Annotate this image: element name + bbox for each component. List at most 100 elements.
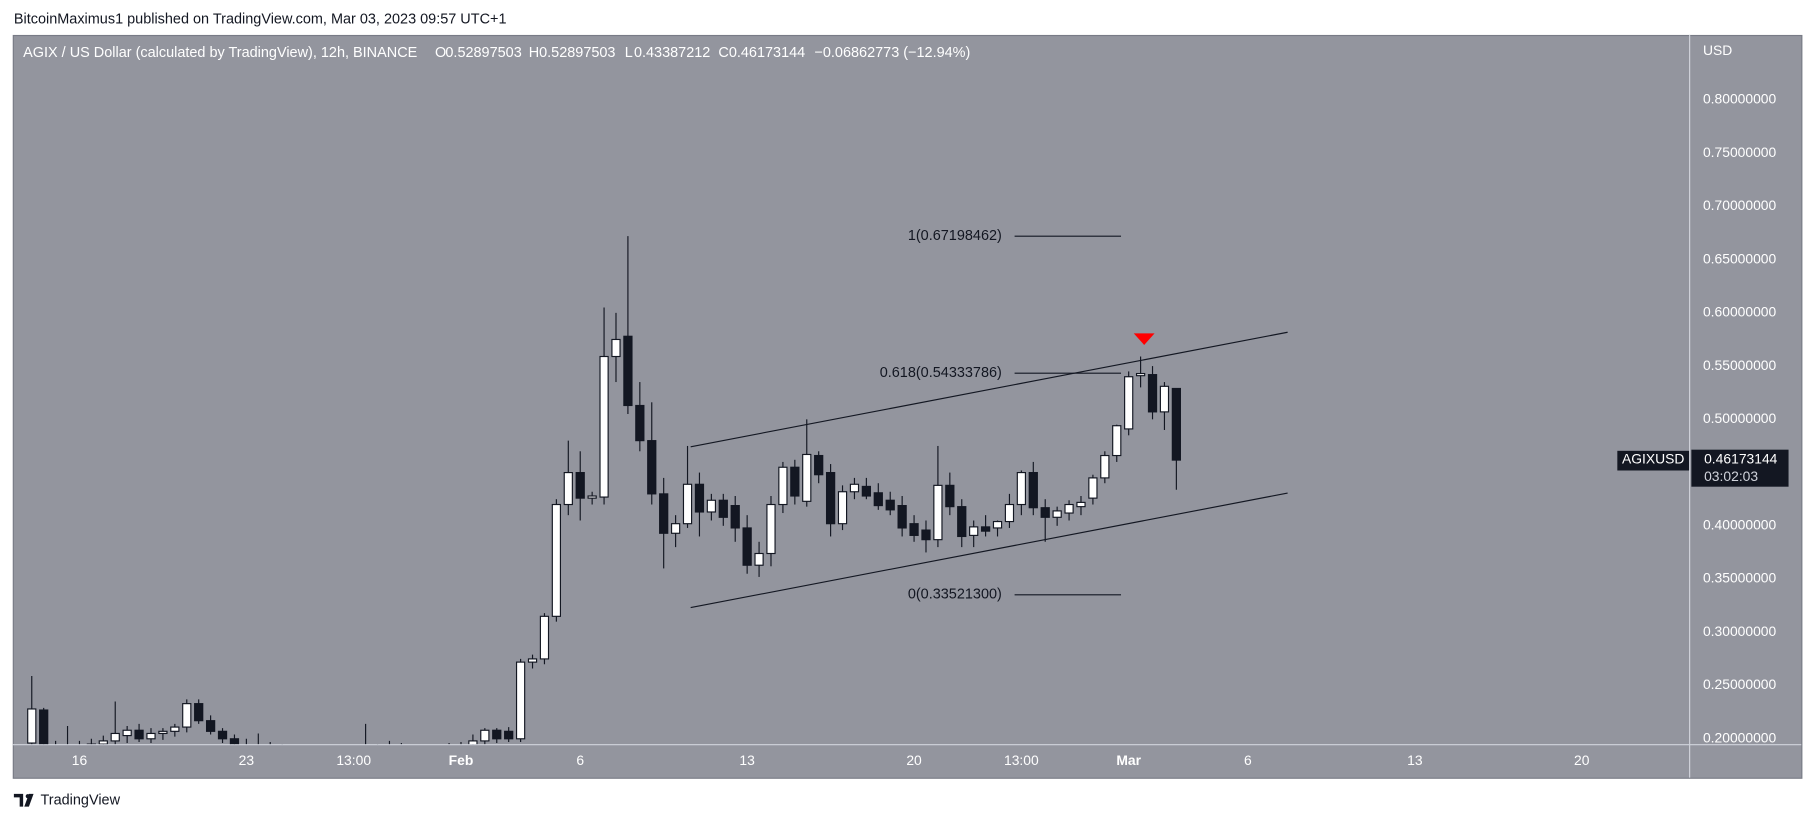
- y-tick-label: 0.65000000: [1703, 250, 1777, 266]
- candle-body: [27, 708, 37, 744]
- bar-countdown: 03:02:03: [1704, 468, 1758, 484]
- close-value: 0.46173144: [729, 45, 805, 61]
- x-tick-label: 6: [1244, 752, 1252, 768]
- candle-body: [623, 335, 633, 407]
- y-tick-label: 0.60000000: [1703, 304, 1777, 320]
- candle-body: [933, 484, 943, 541]
- candle-body: [1147, 374, 1158, 413]
- y-tick-label: 0.50000000: [1703, 410, 1777, 426]
- ohlc-letter: L: [625, 45, 633, 61]
- candle-body: [790, 466, 800, 497]
- y-tick-label: 0.75000000: [1703, 144, 1777, 160]
- brand-logo-dot: [25, 794, 30, 799]
- candles: [27, 236, 1182, 745]
- candle-body: [1004, 503, 1015, 523]
- candle-body: [182, 703, 192, 728]
- candle-body: [1171, 387, 1182, 461]
- candle-body: [587, 495, 597, 499]
- candle-body: [122, 729, 132, 737]
- candle-body: [575, 471, 585, 499]
- candle-body: [1088, 477, 1098, 499]
- ohlc-letter: H: [529, 45, 539, 61]
- candle-body: [1028, 471, 1038, 509]
- last-price-background: [1691, 449, 1789, 487]
- y-tick-label: 0.40000000: [1703, 516, 1777, 532]
- x-tick-label: 13: [1407, 752, 1423, 768]
- y-tick-label: 0.80000000: [1703, 91, 1777, 107]
- x-tick-label: 23: [239, 752, 255, 768]
- candle-body: [670, 523, 681, 534]
- channel-upper-line: [690, 331, 1288, 448]
- candle-body: [647, 440, 657, 495]
- candle-body: [468, 740, 478, 745]
- candle-body: [873, 492, 883, 507]
- symbol-tag-background: [1617, 450, 1690, 471]
- candle-body: [957, 506, 967, 538]
- x-tick-label: 13:00: [336, 752, 371, 768]
- candle-body: [909, 523, 919, 536]
- x-tick-label: 13: [739, 752, 755, 768]
- candle-body: [718, 499, 728, 518]
- channel-lower-line: [690, 492, 1288, 609]
- high-value: 0.52897503: [539, 45, 615, 61]
- open-value: 0.52897503: [445, 45, 521, 61]
- candle-body: [39, 709, 49, 745]
- candle-body: [659, 493, 669, 534]
- candle-body: [885, 499, 895, 511]
- candle-body: [217, 730, 228, 740]
- x-tick-label: 6: [576, 752, 584, 768]
- candle-body: [504, 730, 514, 740]
- candle-body: [730, 505, 740, 529]
- candle-body: [1016, 471, 1027, 506]
- y-tick-label: 0.25000000: [1703, 676, 1777, 692]
- candle-body: [611, 338, 621, 358]
- candle-body: [480, 729, 490, 742]
- y-tick-label: 0.30000000: [1703, 623, 1777, 639]
- y-tick-label: 0.35000000: [1703, 570, 1777, 586]
- legend: AGIX / US Dollar (calculated by TradingV…: [23, 45, 970, 61]
- y-tick-label: 0.55000000: [1703, 357, 1777, 373]
- brand-name: TradingView: [40, 793, 120, 809]
- x-tick-label: 20: [1574, 752, 1590, 768]
- candle-body: [1064, 503, 1074, 514]
- rejection-marker: [1133, 333, 1155, 345]
- candle-body: [992, 520, 1003, 529]
- fib-level-label: 0.618(0.54333786): [880, 365, 1002, 381]
- candle-body: [849, 483, 860, 493]
- candle-body: [194, 703, 204, 722]
- candle-body: [492, 729, 502, 740]
- candle-body: [1052, 510, 1062, 518]
- candle-body: [825, 471, 836, 525]
- candle-body: [742, 527, 752, 566]
- candle-body: [921, 529, 931, 541]
- candle-body: [1112, 425, 1122, 457]
- y-tick-label: 0.70000000: [1703, 197, 1777, 213]
- candle-body: [980, 526, 991, 532]
- currency-label: USD: [1703, 42, 1732, 58]
- candle-body: [694, 483, 705, 513]
- candle-body: [98, 740, 108, 745]
- candle-body: [1135, 372, 1146, 377]
- x-tick-label: 20: [906, 752, 922, 768]
- candle-body: [1076, 501, 1086, 508]
- ohlc-letter: O: [435, 45, 446, 61]
- y-tick-label: 0.20000000: [1703, 729, 1777, 745]
- candle-body: [551, 503, 562, 617]
- candle-body: [170, 726, 180, 732]
- candle-body: [158, 730, 168, 735]
- x-tick-label: Mar: [1116, 752, 1141, 768]
- x-tick-label: 13:00: [1004, 752, 1039, 768]
- fib-level-label: 1(0.67198462): [908, 228, 1002, 244]
- price-tag: AGIXUSD 0.46173144 03:02:03: [1617, 449, 1789, 487]
- candle-body: [1159, 385, 1170, 413]
- candle-body: [515, 661, 526, 740]
- fib-level-label: 0(0.33521300): [908, 587, 1002, 603]
- symbol-tag: AGIXUSD: [1622, 451, 1684, 467]
- chart-background: [12, 34, 1803, 779]
- candle-body: [778, 466, 788, 506]
- candle-body: [814, 454, 824, 476]
- channel: [690, 331, 1288, 609]
- candle-body: [229, 738, 240, 745]
- candle-body: [837, 491, 848, 525]
- candle-body: [897, 505, 907, 529]
